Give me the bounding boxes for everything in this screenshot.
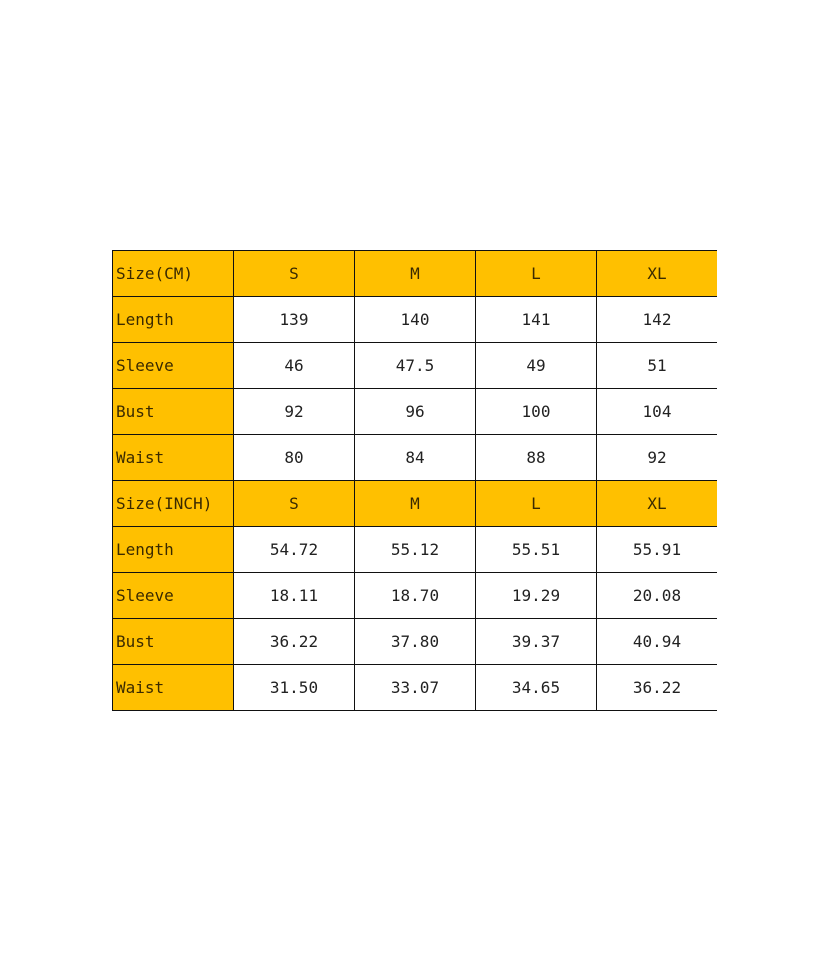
measure-label-cell: Waist: [112, 434, 234, 481]
table-row: Sleeve 18.11 18.70 19.29 20.08: [112, 572, 717, 619]
table-row: Waist 31.50 33.07 34.65 36.22: [112, 664, 717, 711]
value-cell: 46: [233, 342, 355, 389]
value-cell: 80: [233, 434, 355, 481]
measure-label-cell: Bust: [112, 618, 234, 665]
table-row: Length 54.72 55.12 55.51 55.91: [112, 526, 717, 573]
value-cell: 19.29: [475, 572, 597, 619]
value-cell: 18.11: [233, 572, 355, 619]
value-cell: 55.12: [354, 526, 476, 573]
value-cell: 20.08: [596, 572, 717, 619]
value-cell: 84: [354, 434, 476, 481]
value-cell: 139: [233, 296, 355, 343]
measure-label-cell: Length: [112, 526, 234, 573]
value-cell: 36.22: [596, 664, 717, 711]
value-cell: 34.65: [475, 664, 597, 711]
measure-label-cell: Sleeve: [112, 572, 234, 619]
size-header-cell: M: [354, 480, 476, 527]
value-cell: 49: [475, 342, 597, 389]
value-cell: 39.37: [475, 618, 597, 665]
size-header-cell: L: [475, 480, 597, 527]
measure-label-cell: Bust: [112, 388, 234, 435]
value-cell: 40.94: [596, 618, 717, 665]
value-cell: 104: [596, 388, 717, 435]
table-row: Bust 92 96 100 104: [112, 388, 717, 435]
value-cell: 31.50: [233, 664, 355, 711]
unit-header-cell: Size(INCH): [112, 480, 234, 527]
size-header-cell: S: [233, 480, 355, 527]
value-cell: 140: [354, 296, 476, 343]
size-header-cell: L: [475, 250, 597, 297]
unit-header-cell: Size(CM): [112, 250, 234, 297]
value-cell: 142: [596, 296, 717, 343]
table-row: Waist 80 84 88 92: [112, 434, 717, 481]
value-cell: 36.22: [233, 618, 355, 665]
size-header-cell: M: [354, 250, 476, 297]
value-cell: 55.51: [475, 526, 597, 573]
measure-label-cell: Waist: [112, 664, 234, 711]
measure-label-cell: Sleeve: [112, 342, 234, 389]
size-chart-table: Size(CM) S M L XL Length 139 140 141 142 Sleeve 46 4…: [112, 250, 717, 711]
value-cell: 100: [475, 388, 597, 435]
table-row: Bust 36.22 37.80 39.37 40.94: [112, 618, 717, 665]
header-row: Size(INCH) S M L XL: [112, 480, 717, 527]
size-header-cell: XL: [596, 480, 717, 527]
value-cell: 88: [475, 434, 597, 481]
size-header-cell: S: [233, 250, 355, 297]
value-cell: 96: [354, 388, 476, 435]
header-row: Size(CM) S M L XL: [112, 250, 717, 297]
table-row: Sleeve 46 47.5 49 51: [112, 342, 717, 389]
value-cell: 54.72: [233, 526, 355, 573]
value-cell: 55.91: [596, 526, 717, 573]
value-cell: 51: [596, 342, 717, 389]
value-cell: 92: [596, 434, 717, 481]
value-cell: 141: [475, 296, 597, 343]
measure-label-cell: Length: [112, 296, 234, 343]
value-cell: 18.70: [354, 572, 476, 619]
table-row: Length 139 140 141 142: [112, 296, 717, 343]
value-cell: 37.80: [354, 618, 476, 665]
value-cell: 33.07: [354, 664, 476, 711]
value-cell: 92: [233, 388, 355, 435]
size-header-cell: XL: [596, 250, 717, 297]
value-cell: 47.5: [354, 342, 476, 389]
